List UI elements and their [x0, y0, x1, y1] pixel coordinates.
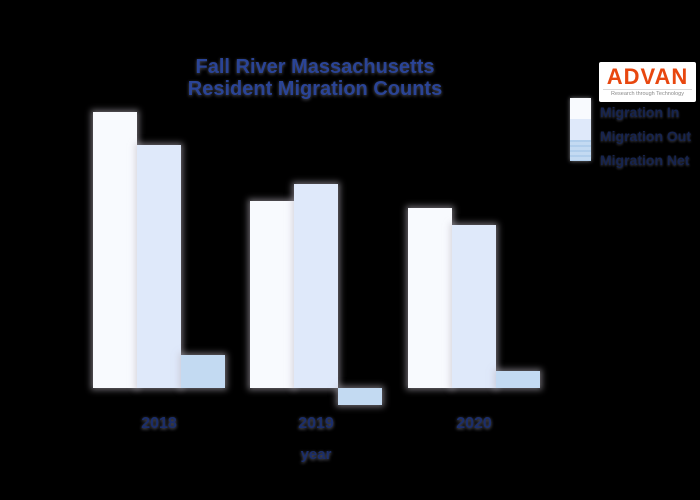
bar-migration-in-2018: [93, 112, 137, 388]
bar-migration-in-2020: [408, 208, 452, 388]
legend-label-migration-in: Migration In: [600, 104, 680, 120]
x-tick-label-2020: 2020: [456, 415, 492, 432]
x-tick-label-2018: 2018: [141, 415, 177, 432]
chart-title: Fall River Massachusetts Resident Migrat…: [115, 56, 515, 100]
chart-title-line1: Fall River Massachusetts: [195, 56, 435, 78]
advan-logo-tagline: Research through Technology: [603, 89, 692, 98]
legend-swatch-migration-in: [570, 98, 591, 119]
bar-migration-in-2019: [250, 201, 294, 388]
legend: Migration In Migration Out Migration Net: [600, 98, 691, 176]
legend-swatch-migration-net: [570, 140, 591, 161]
x-axis-label: year: [300, 446, 332, 463]
bar-migration-out-2020: [452, 225, 496, 388]
advan-logo: ADVAN Research through Technology: [599, 62, 696, 102]
x-tick-label-2019: 2019: [298, 415, 334, 432]
legend-swatch-migration-out: [570, 119, 591, 140]
bar-migration-out-2018: [137, 145, 181, 388]
advan-logo-wordmark: ADVAN: [606, 64, 689, 89]
bar-migration-net-2018: [181, 355, 225, 388]
legend-swatch-column: [570, 98, 591, 161]
bar-migration-net-2019: [338, 388, 382, 405]
legend-label-migration-net: Migration Net: [600, 152, 690, 168]
bar-migration-net-2020: [496, 371, 540, 388]
bar-migration-out-2019: [294, 184, 338, 388]
chart-title-line2: Resident Migration Counts: [187, 78, 443, 100]
legend-label-migration-out: Migration Out: [600, 128, 691, 144]
